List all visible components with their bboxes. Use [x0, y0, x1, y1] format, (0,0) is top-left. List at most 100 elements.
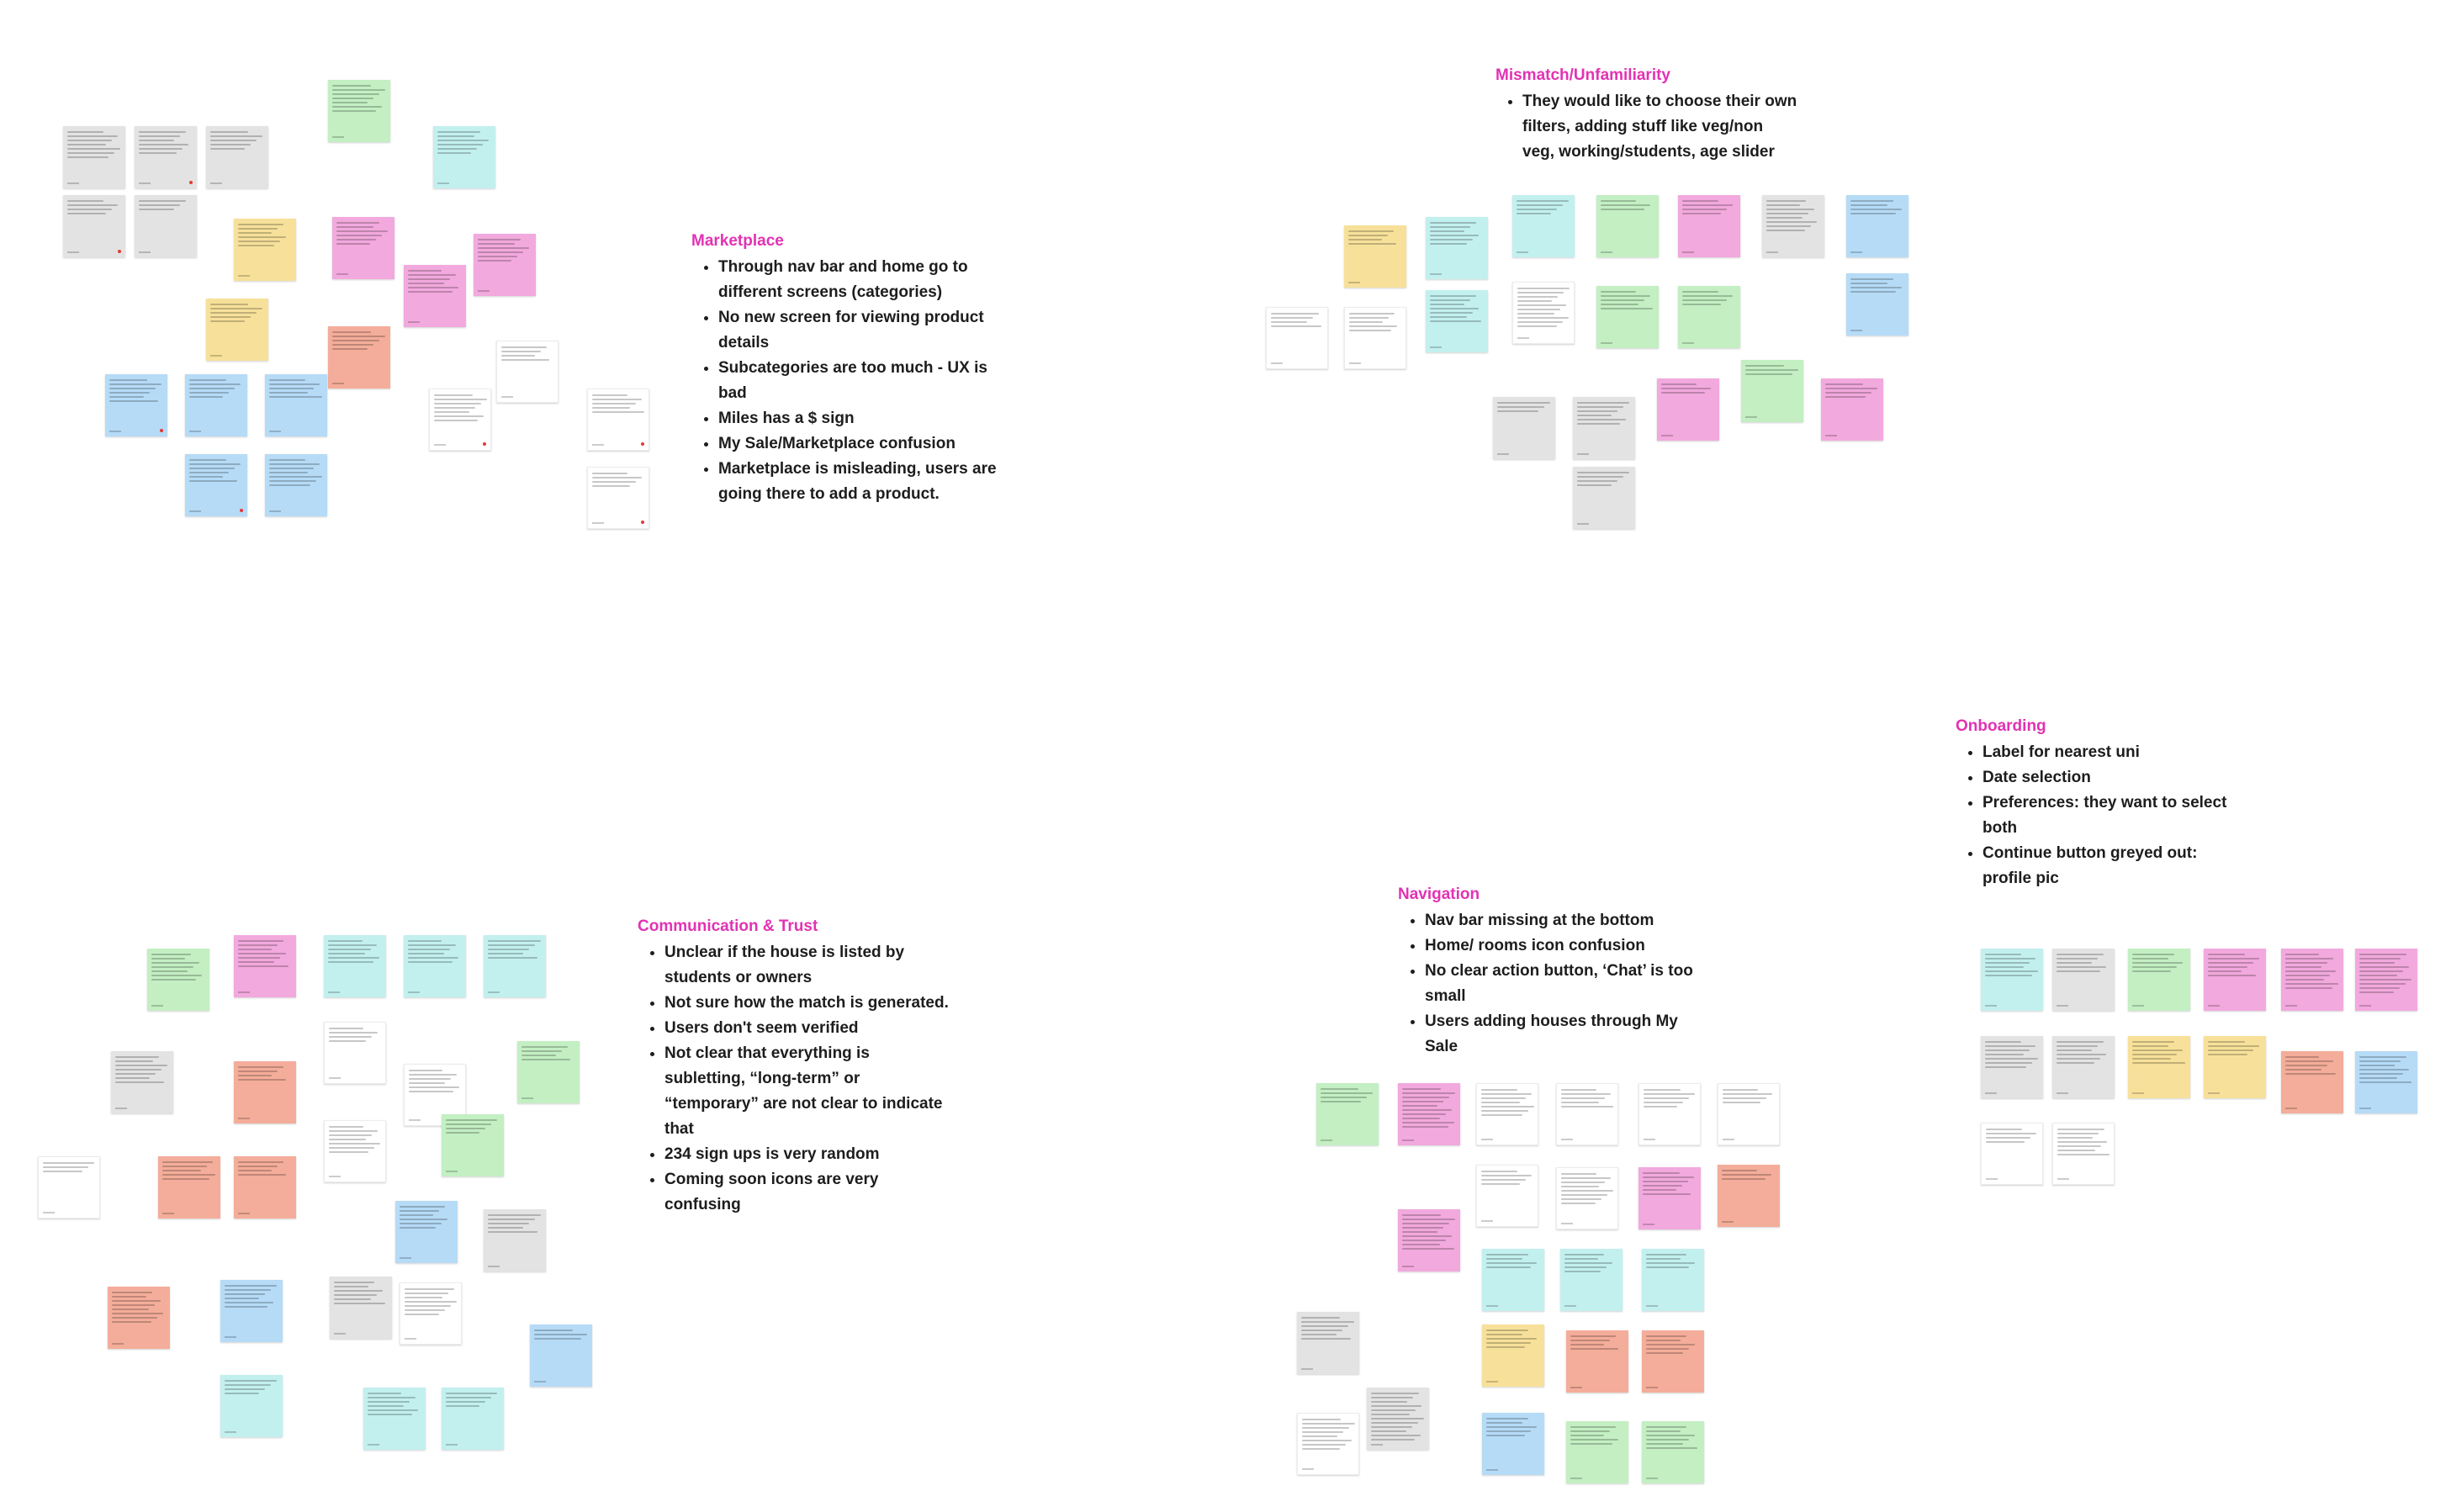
- sticky-note[interactable]: [474, 234, 536, 296]
- sticky-note[interactable]: [234, 219, 296, 281]
- sticky-note[interactable]: [328, 326, 390, 389]
- sticky-note[interactable]: [530, 1324, 592, 1387]
- sticky-note[interactable]: [496, 341, 558, 403]
- sticky-note[interactable]: [429, 389, 491, 451]
- sticky-note[interactable]: [2281, 949, 2343, 1011]
- sticky-note[interactable]: [1344, 307, 1406, 369]
- sticky-note[interactable]: [1482, 1249, 1544, 1311]
- sticky-note[interactable]: [206, 299, 268, 361]
- sticky-note[interactable]: [265, 454, 327, 516]
- sticky-note[interactable]: [1566, 1421, 1628, 1483]
- sticky-note[interactable]: [2204, 1036, 2266, 1098]
- sticky-note[interactable]: [1642, 1330, 1704, 1393]
- sticky-note[interactable]: [1642, 1249, 1704, 1311]
- sticky-note[interactable]: [1556, 1083, 1618, 1145]
- sticky-note[interactable]: [1981, 1123, 2043, 1185]
- sticky-note[interactable]: [63, 126, 125, 188]
- sticky-note[interactable]: [2052, 949, 2115, 1011]
- sticky-note[interactable]: [484, 935, 546, 997]
- sticky-note[interactable]: [1762, 195, 1824, 257]
- sticky-note[interactable]: [587, 389, 649, 451]
- sticky-note[interactable]: [2052, 1036, 2115, 1098]
- sticky-note[interactable]: [1482, 1413, 1544, 1475]
- sticky-note[interactable]: [108, 1287, 170, 1349]
- sticky-note[interactable]: [234, 1061, 296, 1123]
- sticky-note[interactable]: [404, 1064, 466, 1126]
- sticky-note[interactable]: [147, 949, 209, 1011]
- sticky-note[interactable]: [1981, 1036, 2043, 1098]
- sticky-note[interactable]: [324, 935, 386, 997]
- sticky-note[interactable]: [324, 1022, 386, 1084]
- sticky-note[interactable]: [517, 1041, 580, 1103]
- sticky-note[interactable]: [1846, 195, 1908, 257]
- sticky-note[interactable]: [206, 126, 268, 188]
- sticky-note[interactable]: [1573, 467, 1635, 529]
- sticky-note[interactable]: [324, 1120, 386, 1182]
- sticky-note[interactable]: [1316, 1083, 1379, 1145]
- sticky-note[interactable]: [1367, 1388, 1429, 1450]
- sticky-note[interactable]: [135, 195, 197, 257]
- sticky-note[interactable]: [1482, 1324, 1544, 1387]
- sticky-note[interactable]: [1426, 290, 1488, 352]
- sticky-note[interactable]: [111, 1051, 173, 1113]
- sticky-note[interactable]: [2281, 1051, 2343, 1113]
- sticky-note[interactable]: [1638, 1083, 1701, 1145]
- sticky-note[interactable]: [2052, 1123, 2115, 1185]
- sticky-note[interactable]: [1344, 225, 1406, 288]
- sticky-note[interactable]: [442, 1114, 504, 1176]
- sticky-note[interactable]: [484, 1209, 546, 1271]
- sticky-note[interactable]: [2128, 949, 2190, 1011]
- sticky-note[interactable]: [1566, 1330, 1628, 1393]
- sticky-note[interactable]: [63, 195, 125, 257]
- sticky-note[interactable]: [1846, 273, 1908, 336]
- sticky-note[interactable]: [265, 374, 327, 436]
- sticky-note[interactable]: [1678, 195, 1740, 257]
- sticky-note[interactable]: [2204, 949, 2266, 1011]
- sticky-note[interactable]: [1981, 949, 2043, 1011]
- sticky-note[interactable]: [1512, 195, 1575, 257]
- sticky-note[interactable]: [1678, 286, 1740, 348]
- sticky-note[interactable]: [1821, 378, 1883, 441]
- sticky-note[interactable]: [1560, 1249, 1623, 1311]
- sticky-note[interactable]: [1573, 397, 1635, 459]
- sticky-note[interactable]: [1493, 397, 1555, 459]
- sticky-note[interactable]: [2128, 1036, 2190, 1098]
- sticky-note[interactable]: [400, 1282, 462, 1345]
- sticky-note[interactable]: [105, 374, 167, 436]
- sticky-note[interactable]: [1642, 1421, 1704, 1483]
- sticky-note[interactable]: [1512, 282, 1575, 344]
- sticky-note[interactable]: [1741, 360, 1803, 422]
- sticky-note[interactable]: [135, 126, 197, 188]
- sticky-note[interactable]: [2355, 949, 2417, 1011]
- sticky-note[interactable]: [234, 935, 296, 997]
- sticky-note[interactable]: [404, 935, 466, 997]
- sticky-note[interactable]: [185, 454, 247, 516]
- sticky-note[interactable]: [185, 374, 247, 436]
- sticky-note[interactable]: [1556, 1167, 1618, 1229]
- sticky-note[interactable]: [442, 1388, 504, 1450]
- sticky-note[interactable]: [234, 1156, 296, 1219]
- sticky-note[interactable]: [1297, 1413, 1359, 1475]
- sticky-note[interactable]: [332, 217, 394, 279]
- sticky-note[interactable]: [1476, 1083, 1538, 1145]
- sticky-note[interactable]: [328, 80, 390, 142]
- sticky-note[interactable]: [1297, 1312, 1359, 1374]
- sticky-note[interactable]: [363, 1388, 426, 1450]
- sticky-note[interactable]: [1398, 1083, 1460, 1145]
- sticky-note[interactable]: [1638, 1167, 1701, 1229]
- sticky-note[interactable]: [1266, 307, 1328, 369]
- sticky-note[interactable]: [395, 1201, 458, 1263]
- sticky-note[interactable]: [38, 1156, 100, 1219]
- sticky-note[interactable]: [1718, 1083, 1780, 1145]
- sticky-note[interactable]: [1718, 1165, 1780, 1227]
- sticky-note[interactable]: [220, 1280, 283, 1342]
- sticky-note[interactable]: [587, 467, 649, 529]
- sticky-note[interactable]: [2355, 1051, 2417, 1113]
- sticky-note[interactable]: [330, 1277, 392, 1339]
- sticky-note[interactable]: [158, 1156, 220, 1219]
- sticky-note[interactable]: [1596, 286, 1659, 348]
- sticky-note[interactable]: [404, 265, 466, 327]
- sticky-note[interactable]: [1596, 195, 1659, 257]
- sticky-note[interactable]: [1476, 1165, 1538, 1227]
- sticky-note[interactable]: [1657, 378, 1719, 441]
